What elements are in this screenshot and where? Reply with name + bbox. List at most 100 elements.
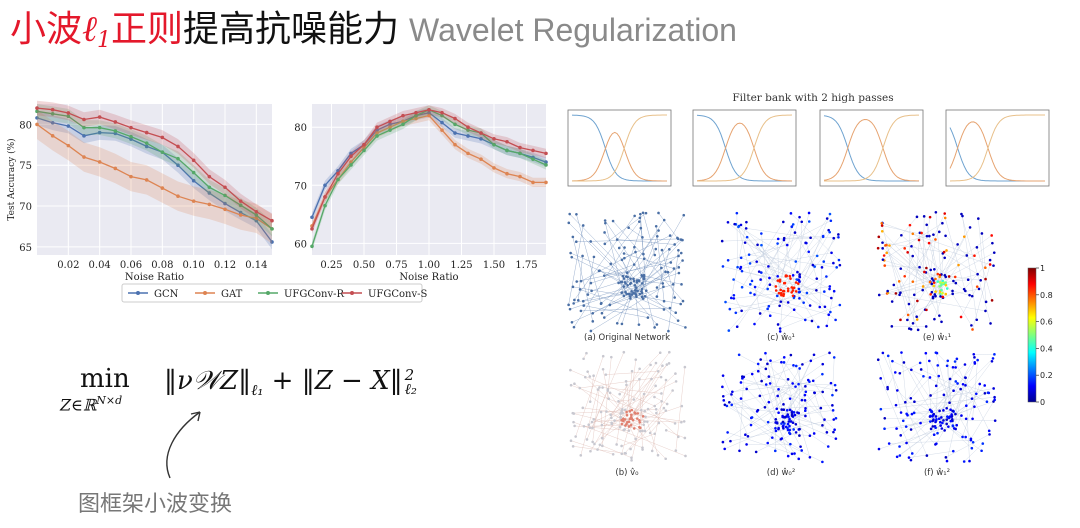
data-point bbox=[401, 119, 405, 124]
network-node bbox=[993, 398, 996, 402]
network-node bbox=[877, 235, 881, 239]
network-edge bbox=[955, 415, 962, 430]
network-node bbox=[622, 277, 626, 280]
network-node bbox=[821, 460, 824, 464]
network-node bbox=[918, 265, 921, 269]
data-point bbox=[414, 116, 418, 121]
network-edge bbox=[912, 213, 945, 282]
network-node bbox=[767, 375, 771, 378]
network-edge bbox=[946, 377, 966, 462]
data-point bbox=[427, 110, 431, 115]
network-edge bbox=[610, 364, 651, 415]
network-node bbox=[572, 302, 575, 305]
network-node bbox=[778, 327, 782, 330]
network-node bbox=[732, 297, 736, 300]
network-edge bbox=[739, 354, 766, 370]
data-point bbox=[427, 113, 431, 118]
highpass-curve-1 bbox=[823, 118, 919, 182]
network-edge bbox=[735, 298, 800, 314]
data-point bbox=[160, 150, 165, 154]
network-node bbox=[934, 443, 937, 446]
network-node bbox=[615, 443, 618, 446]
network-node bbox=[759, 278, 762, 281]
network-edge bbox=[750, 292, 829, 315]
network-node bbox=[732, 278, 735, 281]
network-node bbox=[957, 263, 960, 267]
network-node bbox=[896, 389, 899, 392]
data-point bbox=[388, 122, 392, 127]
network-node bbox=[769, 359, 772, 362]
network-node bbox=[741, 377, 744, 380]
network-node bbox=[921, 288, 925, 292]
network-node bbox=[944, 292, 948, 296]
network-edge bbox=[573, 247, 625, 328]
network-node bbox=[774, 429, 778, 433]
network-node bbox=[653, 432, 656, 436]
network-node bbox=[943, 216, 947, 220]
network-node bbox=[813, 391, 816, 394]
network-node bbox=[936, 272, 940, 276]
network-node bbox=[778, 330, 782, 333]
network-node bbox=[611, 452, 615, 456]
data-point bbox=[191, 170, 196, 175]
data-point bbox=[254, 213, 259, 217]
network-edge bbox=[756, 386, 796, 412]
network-node bbox=[951, 365, 955, 369]
network-edge bbox=[740, 398, 782, 440]
network-edge bbox=[756, 432, 797, 453]
network-edge bbox=[792, 232, 830, 296]
network-node bbox=[599, 302, 603, 306]
network-node bbox=[934, 238, 937, 241]
network-node bbox=[660, 399, 663, 403]
network-node bbox=[790, 291, 793, 294]
data-point bbox=[35, 109, 39, 114]
network-node bbox=[569, 251, 572, 255]
network-node bbox=[644, 415, 647, 419]
network-edge bbox=[571, 293, 636, 323]
data-point bbox=[238, 199, 243, 203]
data-point bbox=[375, 134, 379, 138]
network-node bbox=[604, 221, 607, 225]
network-node bbox=[788, 424, 791, 428]
network-node bbox=[748, 262, 752, 265]
network-edge bbox=[630, 271, 666, 297]
network-node bbox=[601, 367, 605, 371]
network-node bbox=[983, 384, 986, 387]
network-node bbox=[947, 425, 950, 428]
network-node bbox=[811, 379, 815, 383]
network-node bbox=[627, 425, 631, 428]
network-node bbox=[945, 418, 949, 421]
network-edge bbox=[779, 217, 800, 282]
network-edge bbox=[732, 383, 799, 392]
network-edge bbox=[945, 235, 967, 256]
network-node bbox=[956, 243, 959, 246]
network-node bbox=[793, 413, 797, 417]
network-node bbox=[624, 282, 627, 285]
network-edge bbox=[620, 362, 657, 418]
network-node bbox=[750, 372, 754, 376]
network-node bbox=[655, 323, 659, 326]
network-node bbox=[571, 235, 575, 239]
network-edge bbox=[912, 233, 986, 280]
network-node bbox=[633, 411, 636, 414]
network-node bbox=[910, 452, 914, 455]
network-node bbox=[797, 382, 800, 386]
network-node bbox=[745, 443, 748, 446]
network-node bbox=[952, 427, 956, 430]
title-math-symbol: ℓ bbox=[82, 9, 98, 50]
network-node bbox=[776, 394, 779, 398]
network-node bbox=[640, 287, 644, 291]
network-node bbox=[569, 383, 573, 387]
network-node bbox=[567, 303, 570, 307]
network-panel-2: (c) ŵ₀¹ bbox=[720, 211, 842, 343]
network-node bbox=[950, 413, 953, 416]
network-edge bbox=[758, 271, 789, 303]
network-node bbox=[588, 426, 592, 430]
network-node bbox=[671, 389, 674, 392]
network-node bbox=[573, 298, 576, 302]
network-node bbox=[940, 416, 943, 419]
filter-panel-4 bbox=[945, 109, 1050, 187]
network-node bbox=[973, 254, 976, 258]
network-node bbox=[796, 270, 799, 274]
network-node bbox=[588, 400, 592, 403]
